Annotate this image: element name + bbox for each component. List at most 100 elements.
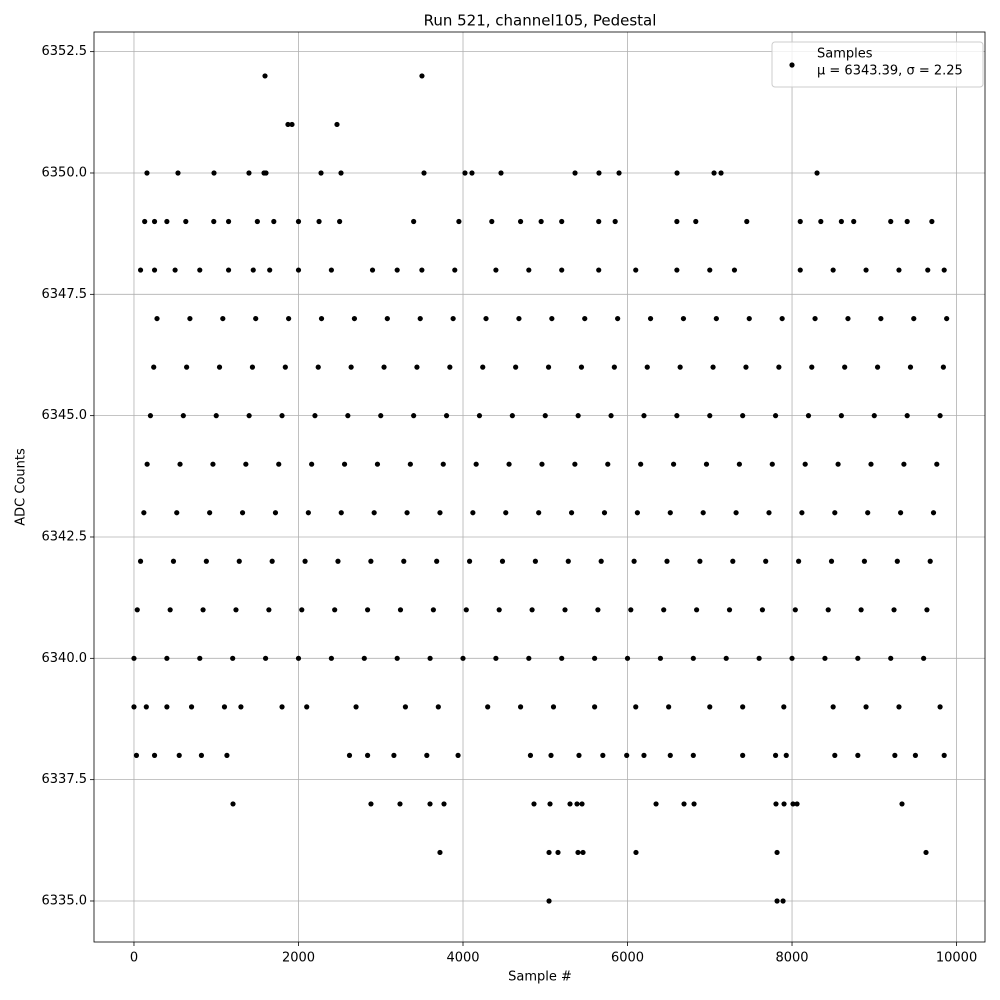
point [315, 364, 321, 370]
point [680, 315, 687, 322]
point [143, 704, 149, 710]
point [559, 218, 565, 225]
point [404, 510, 410, 516]
point [605, 461, 611, 467]
point [580, 849, 586, 856]
point [874, 364, 881, 370]
point [871, 413, 877, 419]
point [567, 801, 573, 807]
point [865, 510, 871, 516]
point [443, 413, 450, 419]
point [220, 315, 226, 322]
point [780, 898, 786, 904]
point [929, 218, 935, 225]
point [546, 898, 552, 904]
point [681, 801, 687, 807]
point [830, 704, 836, 710]
point [731, 267, 738, 273]
point [718, 170, 724, 176]
point [378, 413, 384, 419]
point [473, 461, 479, 467]
series [131, 73, 950, 904]
point [710, 364, 716, 370]
point [592, 704, 598, 710]
point [328, 267, 334, 273]
point [397, 607, 404, 613]
point [480, 364, 486, 370]
point [693, 218, 699, 225]
point [633, 267, 639, 273]
point [894, 558, 900, 564]
point [151, 218, 158, 225]
x-tick-label: 10000 [936, 951, 977, 966]
point [243, 461, 249, 467]
x-tick-label: 6000 [611, 951, 644, 966]
point [772, 413, 779, 419]
point [723, 655, 729, 661]
point [730, 558, 736, 564]
y-tick-label: 6335.0 [42, 893, 88, 908]
point [164, 218, 170, 225]
point [774, 849, 780, 856]
point [624, 655, 631, 661]
point [797, 267, 803, 273]
point [262, 655, 269, 661]
point [763, 558, 769, 564]
point [904, 218, 910, 225]
point [496, 607, 502, 613]
point [647, 315, 654, 322]
point [559, 655, 565, 661]
point [832, 510, 838, 516]
point [414, 364, 420, 370]
point [266, 607, 272, 613]
point [845, 315, 851, 322]
point [624, 752, 630, 758]
point [733, 510, 739, 516]
point [197, 655, 203, 661]
point [661, 607, 667, 613]
point [462, 170, 468, 176]
point [756, 655, 762, 661]
point [892, 752, 898, 758]
point [239, 510, 246, 516]
point [469, 170, 475, 176]
point [262, 73, 268, 79]
point [279, 704, 285, 710]
point [172, 267, 178, 273]
point [743, 364, 749, 370]
point [769, 461, 775, 467]
point [180, 413, 186, 419]
point [332, 607, 338, 613]
point [539, 461, 545, 467]
point [346, 752, 353, 758]
point [707, 267, 713, 273]
point [407, 461, 413, 467]
point [151, 364, 157, 370]
point [338, 510, 344, 516]
point [634, 510, 640, 516]
point [822, 655, 828, 661]
point [766, 510, 772, 516]
point [674, 267, 680, 273]
point [547, 801, 553, 807]
point [411, 218, 417, 225]
point [657, 655, 664, 661]
point [183, 218, 189, 225]
point [269, 558, 275, 564]
x-tick-label: 0 [130, 951, 138, 966]
point [381, 364, 387, 370]
point [424, 752, 430, 758]
point [536, 510, 542, 516]
point [526, 267, 532, 273]
point [450, 315, 456, 322]
point [419, 267, 425, 273]
point [572, 461, 578, 467]
point [309, 461, 315, 467]
point [236, 558, 242, 564]
point [506, 461, 512, 467]
point [230, 801, 236, 807]
point [305, 510, 311, 516]
point [328, 655, 334, 661]
point [628, 607, 634, 613]
point [440, 461, 446, 467]
